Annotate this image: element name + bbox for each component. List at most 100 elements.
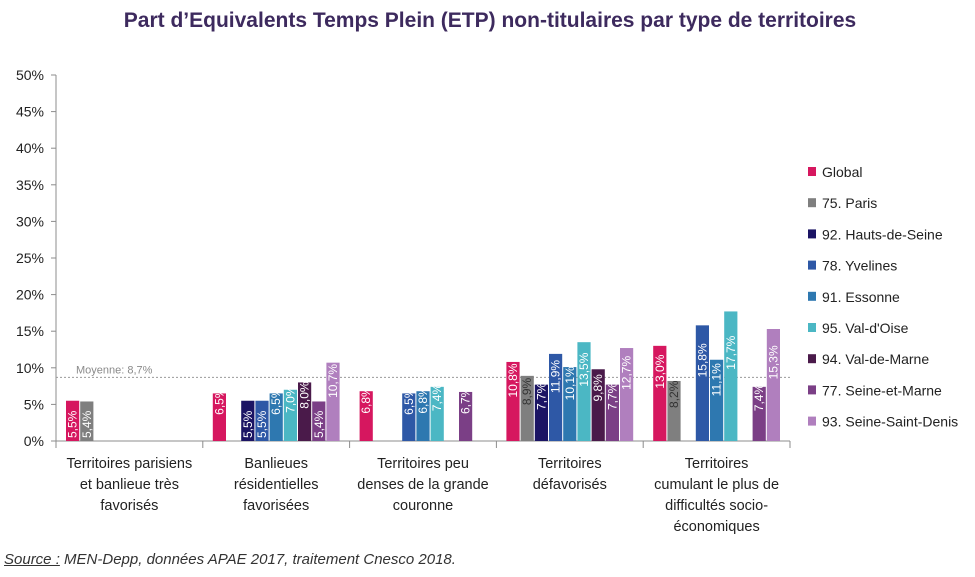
category-label: Territoires défavorisés: [533, 456, 607, 493]
bar-data-label: 11,9%: [549, 360, 563, 393]
bar: [534, 384, 548, 441]
bar-data-label: 13,5%: [577, 352, 591, 386]
bar: [298, 382, 312, 441]
category-label: Banlieues résidentielles favorisées: [234, 456, 319, 514]
bar-data-label: 9,8%: [591, 374, 605, 402]
bar: [506, 361, 520, 441]
bar-data-label: 10,7%: [326, 364, 340, 398]
y-tick-label: 30%: [16, 213, 44, 229]
bar: [653, 345, 667, 441]
legend-swatch: [808, 385, 816, 395]
bar-data-label: 5,4%: [312, 410, 326, 438]
legend-swatch: [808, 416, 816, 426]
bar: [549, 353, 563, 441]
bar-data-label: 6,8%: [416, 386, 430, 414]
bar-data-label: 5,4%: [80, 410, 94, 438]
bar: [459, 391, 473, 441]
legend-entry: 91. Essonne: [822, 289, 900, 305]
x-axis: Territoires parisiens et banlieue très fav…: [55, 440, 791, 535]
bar: [255, 400, 269, 441]
bar: [591, 369, 605, 441]
category-label: Territoires parisiens et banlieue très fav…: [67, 456, 193, 514]
legend-entry: 93. Seine-Saint-Denis: [822, 414, 958, 430]
source-prefix: Source :: [4, 551, 60, 568]
legend-swatch: [808, 291, 816, 301]
bar-data-label: 8,0%: [298, 381, 312, 409]
bar-data-label: 13,0%: [653, 354, 667, 388]
bar: [724, 311, 738, 441]
y-tick-label: 40%: [16, 140, 44, 156]
legend-swatch: [808, 323, 816, 332]
bar-data-label: 7,7%: [534, 382, 548, 410]
bar-data-label: 17,7%: [724, 335, 738, 369]
y-tick-label: 50%: [16, 67, 44, 83]
bar: [326, 362, 340, 441]
bar: [283, 389, 297, 441]
bar: [241, 400, 255, 441]
bar: [577, 342, 591, 441]
bar: [402, 393, 416, 441]
bar-data-label: 15,3%: [766, 345, 780, 379]
bar: [269, 393, 283, 441]
bar-data-label: 6,5%: [402, 387, 416, 415]
legend-entry: Global: [822, 164, 862, 180]
bar: [710, 359, 724, 441]
bar-data-label: 7,4%: [430, 384, 444, 412]
y-tick-label: 5%: [24, 396, 44, 412]
bar-data-label: 6,7%: [459, 386, 473, 414]
bar: [80, 401, 94, 441]
bar: [695, 325, 709, 441]
y-tick-label: 10%: [16, 360, 44, 376]
bar-data-label: 10,1%: [563, 366, 577, 400]
bar: [620, 348, 634, 441]
legend-swatch: [808, 229, 816, 239]
category-label: Territoires peu denses de la grande couron…: [357, 456, 488, 514]
legend-entry: 95. Val-d'Oise: [822, 320, 909, 336]
legend-swatch: [808, 198, 816, 208]
chart-title: Part d’Equivalents Temps Plein (ETP) non…: [124, 9, 856, 32]
bar: [66, 400, 80, 441]
bar: [416, 391, 430, 441]
bars: 5,5% 5,4%6,5%5,5% 5,5%6,5% 7,0% 8,0%5,4%10,7…: [66, 311, 780, 441]
bar: [563, 367, 577, 441]
legend-swatch: [808, 260, 816, 270]
y-tick-label: 35%: [16, 177, 44, 193]
average-line: Moyenne: 8,7%: [56, 364, 790, 378]
legend-entry: 94. Val-de-Marne: [822, 351, 929, 367]
bar: [359, 391, 373, 441]
category-label: Territoires cumulant le plus de difficulté…: [654, 456, 779, 535]
bar-data-label: 5,5%: [255, 410, 269, 438]
bar-data-label: 7,4%: [752, 384, 766, 412]
bar: [766, 329, 780, 441]
bar-data-label: 8,2%: [667, 380, 681, 408]
bar-data-label: 6,5%: [269, 387, 283, 415]
source-note: Source : MEN-Depp, données APAE 2017, tr…: [4, 551, 456, 568]
legend-entry: 75. Paris: [822, 195, 877, 211]
bar: [312, 401, 326, 441]
bar: [605, 384, 619, 441]
legend-entry: 77. Seine-et-Marne: [822, 382, 942, 398]
y-axis: 0% 5% 10% 15% 20% 25% 30% 35% 40% 45% 50%: [16, 67, 57, 449]
bar-data-label: 10,8%: [506, 363, 520, 397]
bar-data-label: 5,5%: [241, 410, 255, 438]
y-tick-label: 45%: [16, 104, 44, 120]
legend-entry: 92. Hauts-de-Seine: [822, 226, 943, 242]
legend-entry: 78. Yvelines: [822, 258, 897, 274]
average-label: Moyenne: 8,7%: [76, 364, 153, 376]
legend-swatch: [808, 354, 816, 364]
bar-data-label: 7,0%: [283, 385, 297, 413]
y-tick-label: 25%: [16, 250, 44, 266]
source-text: MEN-Depp, données APAE 2017, traitement …: [59, 551, 456, 568]
bar-data-label: 8,9%: [520, 377, 534, 405]
bar: [212, 393, 226, 441]
bar-data-label: 12,7%: [620, 356, 634, 390]
y-tick-label: 20%: [16, 287, 44, 303]
bar-data-label: 11,1%: [710, 363, 724, 396]
bar-data-label: 6,5%: [212, 387, 226, 415]
y-tick-label: 15%: [16, 323, 44, 339]
bar-data-label: 6,8%: [359, 386, 373, 414]
legend-swatch: [808, 167, 816, 176]
bar: [520, 375, 534, 441]
legend: Global 75. Paris 92. Hauts-de-Seine 78. Yve…: [808, 164, 958, 430]
